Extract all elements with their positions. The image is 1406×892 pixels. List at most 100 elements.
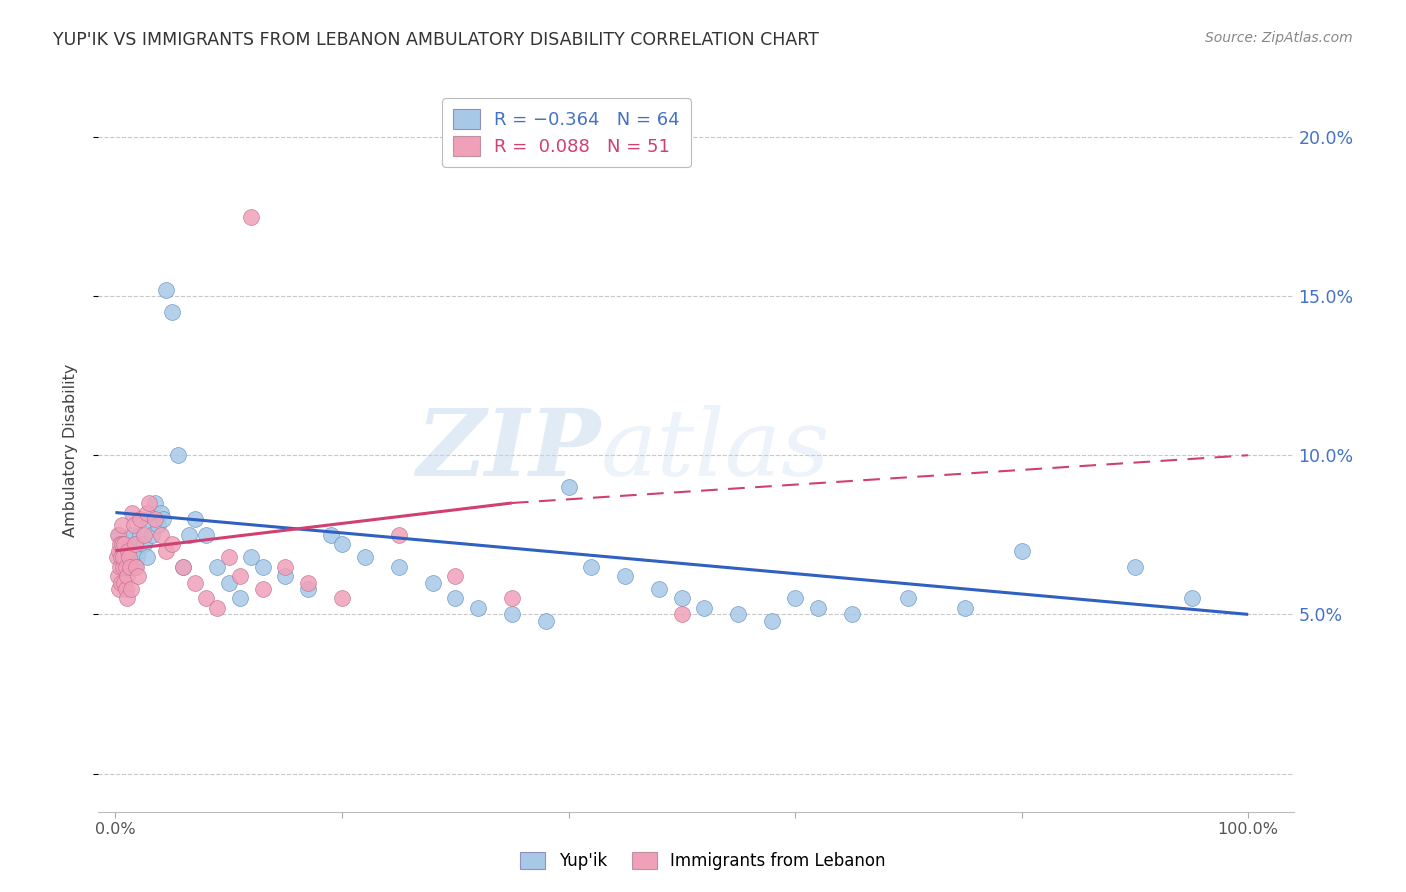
Point xyxy=(330,591,353,606)
Point xyxy=(807,601,830,615)
Text: ZIP: ZIP xyxy=(416,406,600,495)
Point xyxy=(141,528,163,542)
Point xyxy=(1180,591,1202,606)
Point xyxy=(671,607,693,622)
Point xyxy=(534,614,557,628)
Point xyxy=(172,559,194,574)
Point xyxy=(671,591,693,606)
Point xyxy=(422,575,444,590)
Point xyxy=(444,591,467,606)
Point xyxy=(195,528,218,542)
Point xyxy=(114,559,136,574)
Point xyxy=(218,550,240,565)
Point xyxy=(388,528,411,542)
Point xyxy=(125,550,148,565)
Point xyxy=(125,537,148,551)
Point xyxy=(172,559,194,574)
Point xyxy=(614,569,637,583)
Point xyxy=(1123,559,1146,574)
Point xyxy=(252,559,274,574)
Point xyxy=(240,210,263,224)
Point xyxy=(155,543,177,558)
Point xyxy=(112,550,135,565)
Point xyxy=(579,559,602,574)
Point xyxy=(252,582,274,596)
Point xyxy=(177,528,200,542)
Point xyxy=(240,550,263,565)
Point xyxy=(110,550,132,565)
Point xyxy=(160,305,183,319)
Point xyxy=(297,582,319,596)
Point xyxy=(127,543,149,558)
Point xyxy=(118,550,141,565)
Point xyxy=(112,550,135,565)
Point xyxy=(693,601,716,615)
Point xyxy=(727,607,749,622)
Point xyxy=(160,537,183,551)
Point xyxy=(152,512,174,526)
Point xyxy=(115,569,138,583)
Point xyxy=(114,537,136,551)
Point xyxy=(124,537,146,551)
Point xyxy=(112,559,135,574)
Point xyxy=(114,559,136,574)
Point xyxy=(120,550,142,565)
Point xyxy=(229,569,252,583)
Point xyxy=(120,559,142,574)
Point xyxy=(117,543,139,558)
Point xyxy=(138,496,160,510)
Point xyxy=(388,559,411,574)
Point xyxy=(136,550,159,565)
Point xyxy=(120,559,142,574)
Point xyxy=(110,543,132,558)
Point xyxy=(138,512,160,526)
Point xyxy=(122,550,145,565)
Point xyxy=(1011,543,1033,558)
Point xyxy=(501,591,523,606)
Point xyxy=(274,569,297,583)
Point xyxy=(155,283,177,297)
Point xyxy=(132,528,155,542)
Legend: R = −0.364   N = 64, R =  0.088   N = 51: R = −0.364 N = 64, R = 0.088 N = 51 xyxy=(441,98,690,167)
Point xyxy=(108,582,131,596)
Point xyxy=(501,607,523,622)
Text: atlas: atlas xyxy=(600,406,830,495)
Point xyxy=(110,575,132,590)
Point xyxy=(195,591,218,606)
Y-axis label: Ambulatory Disability: Ambulatory Disability xyxy=(63,364,77,537)
Point xyxy=(132,537,155,551)
Point xyxy=(105,550,128,565)
Point xyxy=(143,512,166,526)
Text: YUP'IK VS IMMIGRANTS FROM LEBANON AMBULATORY DISABILITY CORRELATION CHART: YUP'IK VS IMMIGRANTS FROM LEBANON AMBULA… xyxy=(53,31,820,49)
Point xyxy=(114,582,136,596)
Point xyxy=(897,591,920,606)
Point xyxy=(319,528,342,542)
Point xyxy=(111,537,134,551)
Point xyxy=(467,601,489,615)
Point xyxy=(953,601,976,615)
Point xyxy=(120,582,142,596)
Point xyxy=(115,550,138,565)
Point xyxy=(207,559,229,574)
Point xyxy=(114,575,136,590)
Point xyxy=(117,543,139,558)
Point xyxy=(207,601,229,615)
Point xyxy=(557,480,579,494)
Point xyxy=(121,506,143,520)
Point xyxy=(127,569,149,583)
Point xyxy=(166,448,188,462)
Point xyxy=(330,537,353,551)
Point xyxy=(129,528,152,542)
Point xyxy=(124,559,146,574)
Point xyxy=(125,559,148,574)
Point xyxy=(108,528,131,542)
Point xyxy=(107,569,129,583)
Point xyxy=(353,550,375,565)
Point xyxy=(218,575,240,590)
Point xyxy=(121,528,143,542)
Point xyxy=(129,512,152,526)
Point xyxy=(114,537,136,551)
Point xyxy=(149,506,172,520)
Point xyxy=(108,559,131,574)
Point xyxy=(115,591,138,606)
